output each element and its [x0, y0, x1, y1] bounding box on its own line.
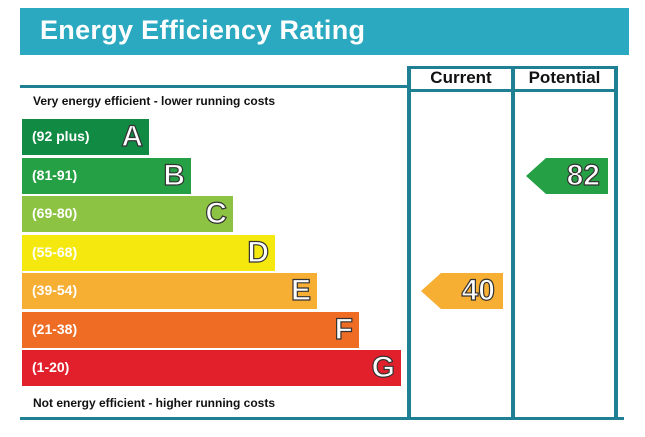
page-title: Energy Efficiency Rating [40, 15, 366, 45]
band-range-label: (21-38) [32, 320, 78, 337]
band-range-label: (69-80) [32, 205, 78, 221]
band-letter: G [371, 350, 396, 384]
column-header-potential: Potential [528, 68, 601, 87]
band-range-label: (81-91) [32, 166, 78, 183]
top-rule [20, 85, 407, 88]
potential-rating-arrow: 82 [526, 157, 608, 194]
potential-rating-value: 82 [566, 158, 601, 192]
band-letter: B [163, 158, 186, 192]
band-g: (1-20) G [22, 350, 401, 386]
band-d: (55-68) D [22, 234, 275, 271]
band-c: (69-80) C [22, 196, 233, 232]
header-bar: Energy Efficiency Rating [20, 8, 629, 55]
band-range-label: (39-54) [32, 282, 78, 298]
band-letter: E [290, 273, 311, 307]
band-a: (92 plus) A [22, 119, 149, 155]
bottom-rule [20, 417, 624, 420]
column-header-current: Current [430, 68, 492, 87]
divider-middle [511, 66, 515, 420]
caption-bottom: Not energy efficient - higher running co… [33, 396, 276, 410]
column-header-top-rule [407, 66, 618, 69]
caption-top: Very energy efficient - lower running co… [33, 94, 276, 108]
band-b: (81-91) B [22, 157, 191, 194]
divider-right [614, 66, 618, 420]
band-letter: D [247, 235, 270, 269]
current-arrow-polygon [421, 273, 503, 309]
band-range-label: (92 plus) [32, 128, 90, 144]
current-rating-arrow: 40 [421, 273, 503, 309]
band-f: (21-38) F [22, 311, 359, 348]
band-letter: F [334, 312, 354, 346]
current-rating-value: 40 [461, 273, 496, 307]
band-letter: A [121, 119, 144, 153]
column-header-bottom-rule [407, 89, 618, 92]
divider-left [407, 66, 411, 420]
band-letter: C [205, 196, 228, 230]
band-range-label: (55-68) [32, 243, 78, 260]
band-range-label: (1-20) [32, 359, 70, 375]
potential-arrow-polygon [526, 157, 608, 194]
band-e: (39-54) E [22, 273, 317, 309]
current-arrow-shape [421, 273, 503, 309]
potential-arrow-shape [526, 157, 608, 194]
